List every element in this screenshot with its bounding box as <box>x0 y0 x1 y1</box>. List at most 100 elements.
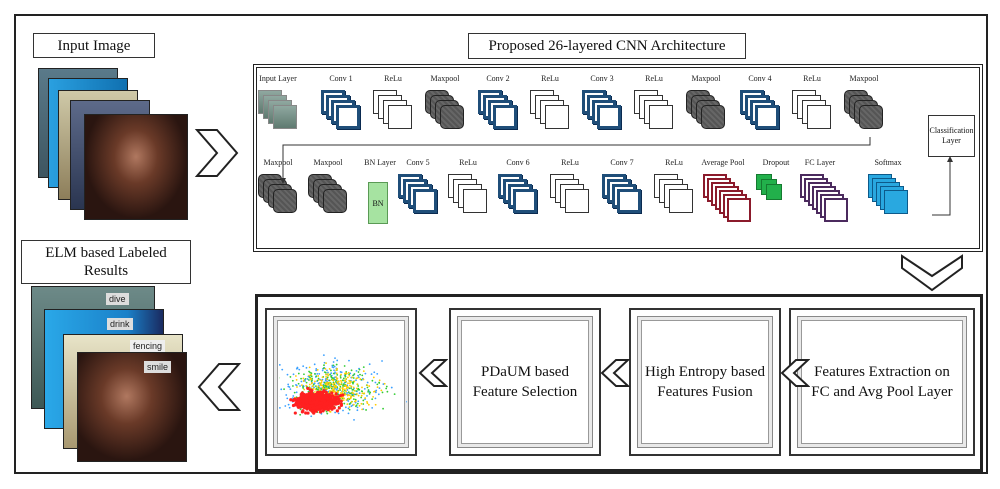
scatter-point <box>289 398 293 402</box>
scatter-point <box>335 376 338 378</box>
layer-drop: Dropout <box>756 158 816 228</box>
scatter-point <box>350 405 353 408</box>
label-tag: drink <box>107 318 133 330</box>
scatter-point <box>369 391 372 394</box>
scatter-point <box>367 403 370 406</box>
scatter-point <box>361 374 364 377</box>
layer-label: ReLu <box>645 74 663 83</box>
scatter-point <box>368 363 371 366</box>
scatter-point <box>329 382 332 385</box>
scatter-point <box>346 394 349 397</box>
scatter-point <box>343 365 346 367</box>
scatter-point <box>378 387 381 390</box>
scatter-point <box>348 408 351 411</box>
scatter-point <box>353 418 355 421</box>
scatter-point <box>373 371 376 374</box>
scatter-point <box>314 380 316 383</box>
scatter-point <box>301 399 305 403</box>
scatter-point <box>326 387 329 390</box>
scatter-point <box>352 386 355 389</box>
scatter-point <box>353 380 356 383</box>
scatter-point <box>300 380 303 383</box>
scatter-point <box>286 397 289 400</box>
scatter-point <box>337 380 340 383</box>
layer-relu: ReLu <box>373 74 433 144</box>
feature-map <box>649 105 673 129</box>
scatter-point <box>351 376 354 379</box>
scatter-point <box>335 385 338 388</box>
scatter-point <box>297 405 301 409</box>
scatter-point <box>332 388 335 391</box>
chevron-left-icon <box>600 359 630 387</box>
scatter-point <box>283 388 285 391</box>
chevron-left-icon <box>197 363 241 411</box>
scatter-point <box>406 400 407 403</box>
scatter-point <box>328 379 331 382</box>
scatter-point <box>344 380 347 383</box>
scatter-point <box>342 377 345 380</box>
scatter-point <box>333 365 336 368</box>
layer-label: Dropout <box>762 158 790 167</box>
scatter-point <box>327 386 330 389</box>
scatter-point <box>300 377 302 380</box>
feature-map <box>545 105 569 129</box>
scatter-point <box>310 415 313 418</box>
layer-conv: Conv 6 <box>498 158 558 228</box>
feature-map <box>273 189 297 213</box>
scatter-point <box>324 387 327 390</box>
layer-label: ReLu <box>384 74 402 83</box>
feature-map <box>493 105 517 129</box>
input-image-label: Input Image <box>33 33 155 58</box>
scatter-point <box>352 374 354 377</box>
scatter-point <box>371 406 374 409</box>
scatter-point <box>319 391 324 395</box>
scatter-point <box>308 366 311 369</box>
layer-soft: Softmax <box>868 158 928 228</box>
scatter-point <box>334 390 336 393</box>
scatter-point <box>311 385 314 388</box>
scatter-point <box>294 375 297 377</box>
chevron-left-icon <box>418 359 448 387</box>
scatter-point <box>368 385 371 387</box>
layer-label: Maxpool <box>849 74 879 83</box>
cnn-architecture-panel <box>253 64 983 252</box>
scatter-point <box>362 399 365 402</box>
scatter-point <box>345 387 348 390</box>
chevron-down-icon <box>901 254 963 292</box>
scatter-point <box>279 363 281 366</box>
scatter-point <box>301 409 305 413</box>
scatter-point <box>313 382 316 385</box>
scatter-point <box>340 397 343 399</box>
scatter-point <box>337 397 341 402</box>
scatter-point <box>288 406 291 409</box>
scatter-point <box>326 378 329 381</box>
scatter-point <box>302 379 305 382</box>
scatter-point <box>323 364 325 367</box>
scatter-point <box>280 388 283 391</box>
scatter-point <box>292 385 294 387</box>
scatter-point <box>321 387 324 390</box>
scatter-point <box>299 385 301 387</box>
scatter-point <box>371 398 374 401</box>
feature-map <box>701 105 725 129</box>
scatter-point <box>342 383 345 386</box>
scatter-point <box>362 378 365 381</box>
feature-map <box>824 198 848 222</box>
scatter-point <box>337 406 341 410</box>
scatter-point <box>316 372 319 375</box>
layer-avg: Average Pool <box>701 158 763 228</box>
scatter-point <box>310 372 313 375</box>
scatter-point <box>355 404 358 407</box>
scatter-point <box>330 391 334 395</box>
layer-label: ReLu <box>561 158 579 167</box>
scatter-point <box>326 384 329 386</box>
scatter-point <box>328 396 333 400</box>
layer-label: Conv 3 <box>590 74 614 83</box>
layer-conv: Conv 1 <box>321 74 381 144</box>
scatter-point <box>370 373 373 376</box>
scatter-point <box>357 385 360 387</box>
scatter-point <box>334 411 337 414</box>
scatter-point <box>331 379 334 381</box>
scatter-point <box>331 386 334 389</box>
layer-conv: Conv 4 <box>740 74 800 144</box>
